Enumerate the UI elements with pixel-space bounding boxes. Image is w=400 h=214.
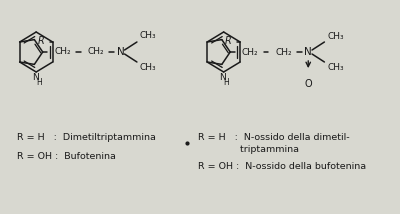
Text: R = H   :  N-ossido della dimetil-: R = H : N-ossido della dimetil-	[198, 133, 350, 142]
Text: CH₂: CH₂	[275, 48, 292, 56]
Text: CH₃: CH₃	[140, 64, 156, 73]
Text: triptammina: triptammina	[198, 145, 299, 154]
Text: CH₂: CH₂	[88, 48, 104, 56]
Text: N: N	[117, 47, 125, 57]
Text: N: N	[32, 73, 39, 82]
Text: CH₃: CH₃	[327, 64, 344, 73]
Text: N: N	[219, 73, 226, 82]
Text: R: R	[37, 36, 44, 46]
Text: CH₃: CH₃	[327, 31, 344, 40]
Text: O: O	[304, 79, 312, 89]
Text: R = OH :  Bufotenina: R = OH : Bufotenina	[17, 152, 116, 161]
Text: R = OH :  N-ossido della bufotenina: R = OH : N-ossido della bufotenina	[198, 162, 366, 171]
Text: H: H	[36, 78, 42, 87]
Text: N: N	[304, 47, 312, 57]
Text: CH₂: CH₂	[54, 48, 71, 56]
Text: CH₂: CH₂	[242, 48, 258, 56]
Text: R = H   :  Dimetiltriptammina: R = H : Dimetiltriptammina	[17, 133, 156, 142]
Text: CH₃: CH₃	[140, 31, 156, 40]
Text: H: H	[224, 78, 230, 87]
Text: R: R	[225, 36, 232, 46]
